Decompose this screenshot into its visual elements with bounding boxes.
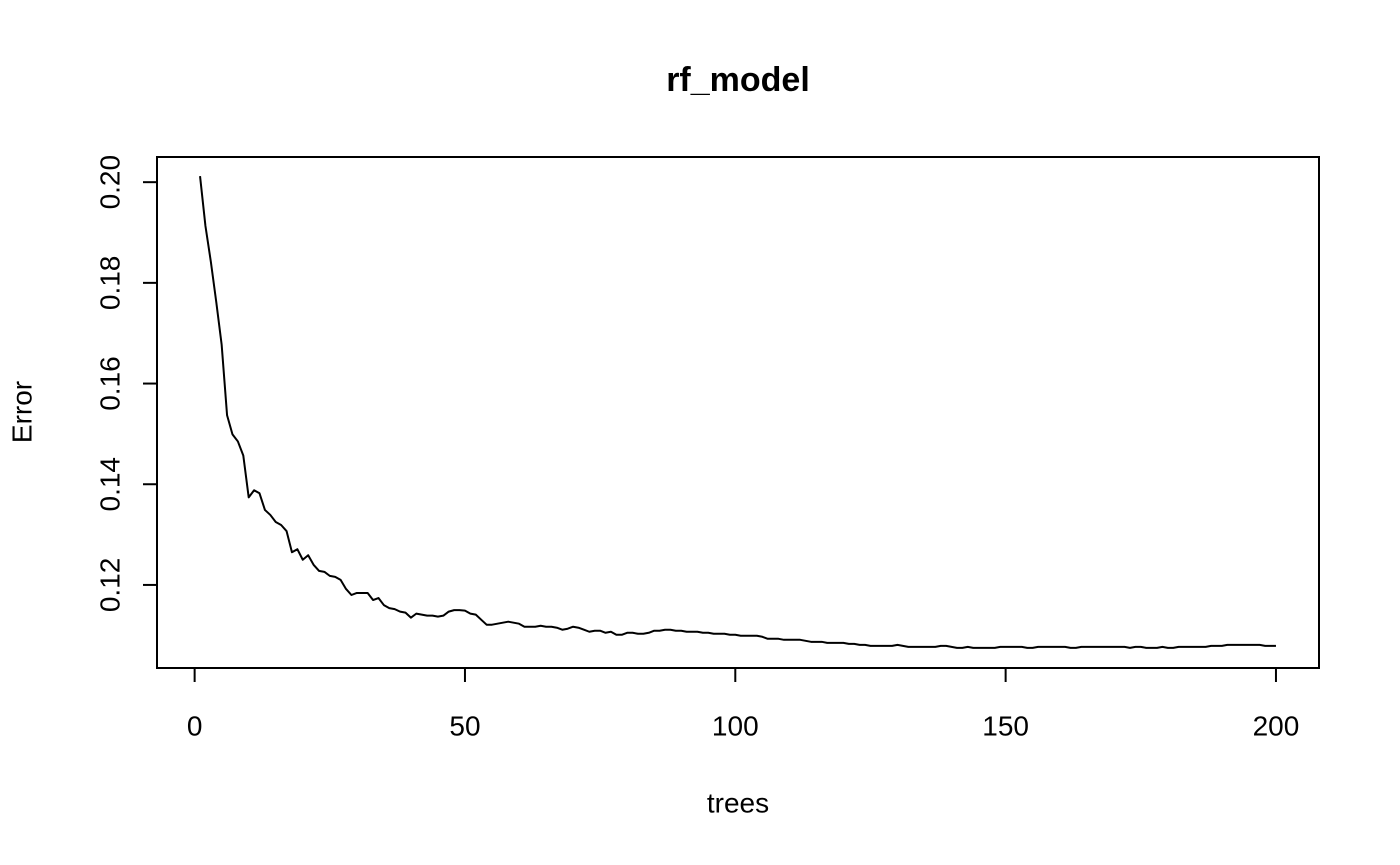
x-tick-label: 0 [187, 710, 203, 741]
x-tick-label: 50 [449, 710, 480, 741]
x-axis-label: trees [707, 787, 769, 818]
error-line [199, 176, 1276, 649]
plot-box [156, 156, 1320, 669]
y-tick-label: 0.20 [94, 155, 125, 210]
y-tick-label: 0.14 [94, 457, 125, 512]
x-tick-label: 150 [982, 710, 1029, 741]
y-tick-label: 0.16 [94, 356, 125, 411]
x-tick-label: 200 [1253, 710, 1300, 741]
chart-title: rf_model [666, 61, 810, 99]
y-tick-label: 0.18 [94, 256, 125, 311]
y-tick-label: 0.12 [94, 558, 125, 613]
y-axis-label: Error [6, 381, 37, 443]
x-tick-label: 100 [712, 710, 759, 741]
